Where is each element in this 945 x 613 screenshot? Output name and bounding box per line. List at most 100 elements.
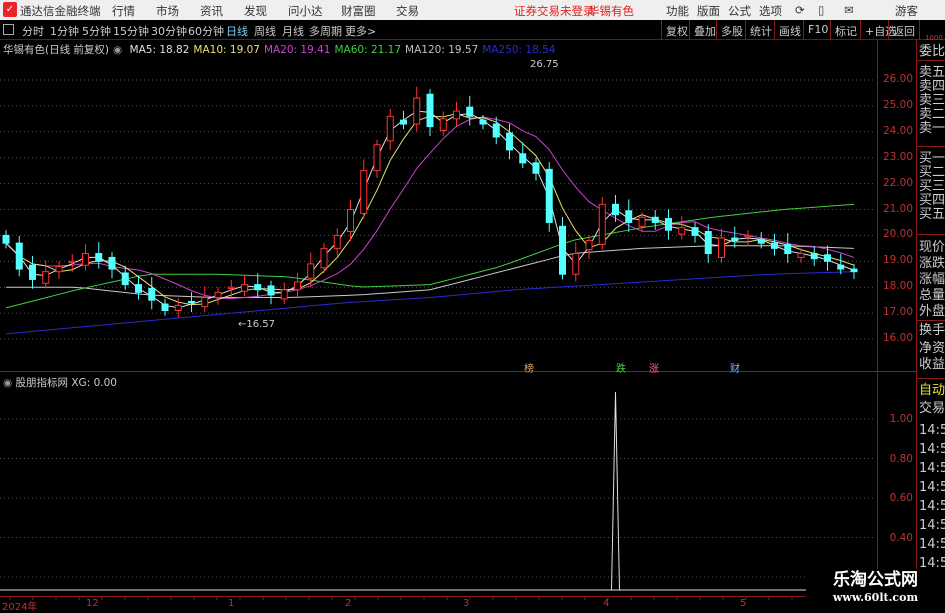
- sidebar-label: 买四: [919, 193, 945, 208]
- tab-30min[interactable]: 30分钟: [151, 25, 187, 38]
- price-tick: 21.00: [882, 202, 913, 215]
- indicator-value: XG: 0.00: [71, 377, 117, 389]
- user-label[interactable]: 游客: [895, 4, 918, 18]
- menu-layout[interactable]: 版面: [697, 4, 720, 18]
- candle-body: [55, 265, 63, 273]
- menu-function[interactable]: 功能: [666, 4, 689, 18]
- indicator-tick: 0.80: [889, 452, 913, 465]
- indicator-settings-icon[interactable]: ◉: [3, 377, 13, 389]
- menu-discover[interactable]: 发现: [244, 4, 267, 18]
- adjust-button[interactable]: 复权: [661, 20, 692, 40]
- candle-body: [294, 281, 301, 291]
- candle-body: [135, 284, 142, 293]
- candle-body: [413, 97, 421, 125]
- candle-body: [95, 253, 103, 262]
- panel-toggle-icon[interactable]: [3, 24, 14, 35]
- candle-body: [121, 272, 129, 286]
- menu-news[interactable]: 资讯: [200, 4, 223, 18]
- menu-trade[interactable]: 交易: [396, 4, 419, 18]
- tab-5min[interactable]: 5分钟: [82, 25, 111, 38]
- tab-intraday[interactable]: 分时: [22, 25, 44, 38]
- tab-more[interactable]: 更多>: [345, 25, 377, 38]
- candle-body: [2, 234, 10, 244]
- tab-multi-period[interactable]: 多周期: [309, 25, 342, 38]
- menu-formula[interactable]: 公式: [728, 4, 751, 18]
- sidebar-label: 买二: [919, 165, 945, 180]
- candle-body: [241, 284, 248, 292]
- candle-body: [678, 227, 686, 235]
- marker-rank[interactable]: 榜: [524, 364, 534, 375]
- tab-60min[interactable]: 60分钟: [188, 25, 224, 38]
- multi-stock-button[interactable]: 多股: [716, 20, 747, 40]
- candle-body: [400, 119, 407, 125]
- candle-body: [731, 237, 739, 242]
- candle-body: [254, 284, 262, 291]
- phone-icon[interactable]: ▯: [818, 3, 825, 17]
- ma250-value: MA250: 18.54: [482, 44, 556, 56]
- candle-body: [837, 264, 845, 270]
- overlay-button[interactable]: 叠加: [689, 20, 720, 40]
- mail-icon[interactable]: ✉: [844, 3, 854, 17]
- tab-monthly[interactable]: 月线: [282, 25, 304, 38]
- price-tick: 24.00: [882, 124, 913, 137]
- candle-body: [15, 242, 23, 270]
- sidebar-label: 现价: [919, 240, 945, 255]
- candle-body: [307, 263, 315, 279]
- marker-rise[interactable]: 涨: [649, 364, 659, 375]
- menu-options[interactable]: 选项: [759, 4, 782, 18]
- candle-body: [598, 203, 606, 245]
- candle-body: [771, 242, 778, 249]
- sidebar-label: 总量: [919, 288, 945, 303]
- menu-ask[interactable]: 问小达: [288, 4, 323, 18]
- tab-1min[interactable]: 1分钟: [50, 25, 79, 38]
- marker-fall[interactable]: 跌: [616, 364, 626, 375]
- mark-button[interactable]: 标记: [830, 20, 861, 40]
- menu-market[interactable]: 市场: [156, 4, 179, 18]
- price-tick: 18.00: [882, 280, 913, 293]
- f10-button[interactable]: F10: [803, 20, 832, 40]
- tab-weekly[interactable]: 周线: [254, 25, 276, 38]
- candle-body: [320, 247, 328, 269]
- candle-body: [651, 216, 659, 223]
- candle-body: [572, 253, 580, 275]
- xg-signal-spike: [611, 391, 620, 591]
- tab-daily[interactable]: 日线: [226, 25, 248, 38]
- watermark: 乐淘公式网 www.60lt.com: [806, 569, 945, 609]
- candle-body: [42, 271, 50, 284]
- candle-body: [373, 144, 381, 172]
- refresh-icon[interactable]: ⟳: [795, 3, 805, 17]
- back-button[interactable]: 返回: [888, 20, 920, 40]
- trade-time: 14:56: [919, 480, 945, 495]
- stats-button[interactable]: 统计: [745, 20, 776, 40]
- login-status[interactable]: 证券交易未登录: [514, 4, 595, 18]
- ma120-value: MA120: 19.57: [405, 44, 479, 56]
- ma5-line: [5, 110, 855, 309]
- draw-button[interactable]: 画线: [774, 20, 805, 40]
- date-label-mar: 3: [463, 598, 470, 609]
- candle-body: [227, 286, 235, 289]
- candle-body: [148, 287, 156, 301]
- candle-body: [439, 118, 447, 132]
- ma60-value: MA60: 21.17: [334, 44, 402, 56]
- date-label-apr: 4: [603, 598, 610, 609]
- sidebar-label: 卖三: [919, 93, 945, 108]
- candle-body: [850, 268, 858, 273]
- low-price-label: ←16.57: [238, 319, 276, 330]
- menu-quotes[interactable]: 行情: [112, 4, 135, 18]
- trade-time: 14:56: [919, 537, 945, 552]
- trade-time: 14:56: [919, 461, 945, 476]
- sidebar-label: 涨跌: [919, 256, 945, 271]
- menu-wealth[interactable]: 财富圈: [341, 4, 376, 18]
- sidebar-label: 买五: [919, 207, 945, 222]
- sidebar-label: 卖一: [919, 121, 945, 136]
- marker-finance[interactable]: 财: [730, 364, 740, 375]
- tab-15min[interactable]: 15分钟: [113, 25, 149, 38]
- price-tick: 26.00: [882, 73, 913, 85]
- settings-icon[interactable]: ◉: [113, 44, 123, 56]
- date-label-feb: 2: [345, 598, 352, 609]
- candle-body: [466, 106, 474, 117]
- date-axis-line: [0, 596, 917, 597]
- candle-body: [665, 218, 672, 231]
- sidebar-label: 换手: [919, 323, 945, 338]
